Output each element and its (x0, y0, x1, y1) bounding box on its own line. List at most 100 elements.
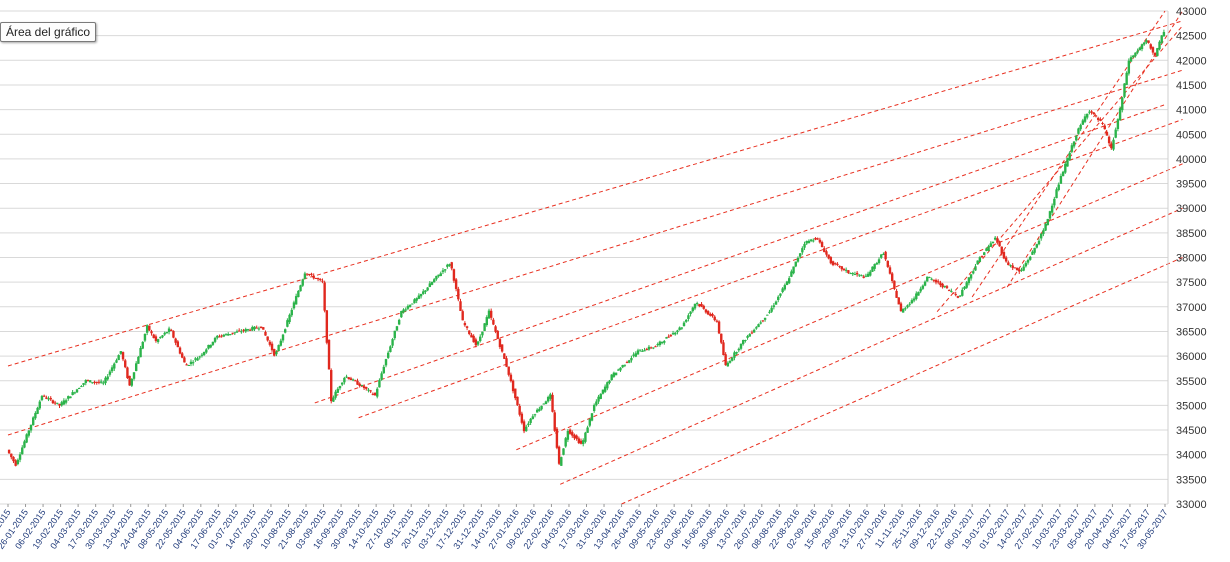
candle-body (709, 313, 712, 316)
candle-body (533, 414, 537, 416)
candle-body (875, 263, 879, 265)
candle-body (316, 278, 320, 280)
candle-body (525, 426, 528, 432)
candle-body (796, 257, 800, 262)
candle-body (18, 454, 22, 460)
candle-body (183, 357, 186, 363)
candle-body (801, 248, 804, 253)
candle-body (761, 320, 765, 322)
candle-body (803, 243, 806, 248)
candle-body (31, 417, 35, 426)
candle-body (378, 380, 381, 388)
candle-body (56, 402, 59, 404)
candle-body (36, 407, 39, 414)
candle-body (108, 371, 112, 375)
candle-body (82, 383, 85, 385)
candle-body (1000, 246, 1003, 254)
candle-body (1083, 116, 1087, 122)
candle-body (268, 341, 272, 345)
candle-body (737, 348, 740, 351)
y-tick-label: 33000 (1176, 499, 1207, 511)
candle-body (555, 428, 559, 448)
candle-body (430, 282, 434, 285)
candle-body (937, 281, 940, 283)
candle-body (687, 315, 690, 319)
candle-body (23, 441, 26, 448)
candle-body (1009, 265, 1012, 267)
candle-body (978, 257, 982, 262)
candle-body (908, 303, 911, 305)
candle-body (172, 330, 175, 338)
candle-body (343, 377, 346, 383)
candle-body (207, 344, 210, 349)
candle-body (211, 341, 215, 345)
candle-body (102, 382, 105, 384)
candle-body (222, 334, 226, 337)
candle-body (693, 303, 697, 309)
candle-body (305, 273, 309, 275)
candle-body (479, 336, 482, 342)
candle-body (667, 336, 670, 338)
candle-body (237, 330, 241, 332)
candle-body (700, 303, 703, 307)
candle-body (590, 413, 594, 421)
candle-body (680, 327, 684, 329)
candle-body (573, 434, 576, 439)
y-tick-label: 41000 (1176, 105, 1207, 117)
y-tick-label: 40000 (1176, 154, 1207, 166)
candle-body (115, 360, 118, 363)
candle-body (746, 336, 749, 338)
candle-body (873, 264, 876, 269)
trend-line (516, 163, 1183, 451)
candle-body (540, 405, 543, 410)
candle-body (1094, 115, 1098, 117)
candle-body (750, 332, 754, 334)
candle-body (851, 273, 854, 275)
candle-body (812, 240, 815, 242)
candle-body (1048, 211, 1052, 219)
candle-body (544, 401, 548, 405)
candle-body (816, 238, 819, 240)
candle-body (49, 397, 52, 400)
candle-body (665, 337, 668, 339)
candle-body (647, 346, 651, 350)
candle-body (25, 434, 28, 443)
candle-body (461, 311, 464, 321)
candle-body (781, 288, 784, 293)
candle-body (522, 421, 526, 432)
candle-body (807, 240, 811, 244)
candle-body (411, 303, 414, 305)
candle-body (393, 330, 396, 339)
candle-body (917, 291, 920, 296)
candle-body (200, 354, 204, 356)
candle-body (623, 364, 627, 366)
candle-body (930, 278, 933, 280)
candle-body (1123, 83, 1126, 97)
candle-body (336, 388, 339, 393)
candle-body (787, 278, 791, 284)
candle-body (119, 351, 123, 354)
candle-body (181, 353, 184, 358)
candle-body (943, 285, 946, 287)
candle-body (1055, 189, 1058, 199)
candle-body (770, 307, 773, 312)
candle-body (895, 290, 898, 298)
candle-body (880, 254, 883, 258)
candle-body (564, 438, 567, 447)
candle-body (869, 271, 872, 276)
y-tick-label: 38500 (1176, 228, 1207, 240)
candle-body (402, 309, 405, 313)
candle-body (1088, 111, 1091, 113)
candle-body (967, 277, 971, 284)
candle-body (1149, 44, 1152, 49)
candle-body (717, 321, 721, 334)
candle-body (286, 320, 289, 327)
candle-body (998, 241, 1001, 247)
candle-body (354, 380, 357, 382)
candle-body (809, 239, 813, 241)
candle-body (264, 331, 267, 336)
candle-body (610, 374, 613, 381)
candle-body (330, 370, 333, 402)
candle-body (481, 331, 484, 336)
y-tick-label: 43000 (1176, 6, 1207, 18)
